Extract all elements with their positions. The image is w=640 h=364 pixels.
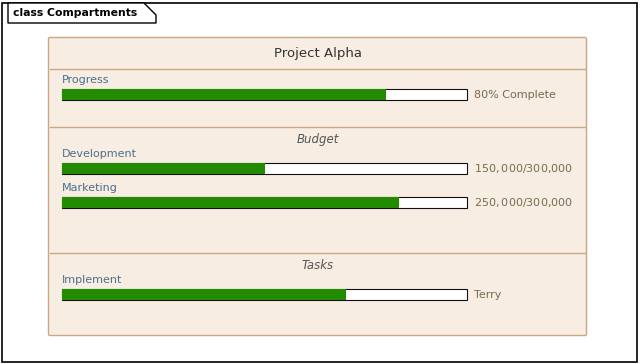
Text: Implement: Implement — [62, 275, 122, 285]
Text: Budget: Budget — [296, 133, 339, 146]
Text: Project Alpha: Project Alpha — [273, 47, 362, 60]
Polygon shape — [8, 3, 156, 23]
Text: Development: Development — [62, 149, 137, 159]
Bar — [62, 197, 399, 208]
Bar — [62, 89, 467, 100]
Bar — [62, 163, 264, 174]
Text: Terry: Terry — [474, 290, 501, 300]
Text: Progress: Progress — [62, 75, 109, 85]
Text: $250,000 / $300,000: $250,000 / $300,000 — [474, 196, 573, 209]
Text: 80% Complete: 80% Complete — [474, 90, 556, 99]
Text: Marketing: Marketing — [62, 183, 118, 193]
Text: class Compartments: class Compartments — [13, 8, 137, 17]
Bar — [62, 163, 467, 174]
Bar — [62, 289, 346, 300]
FancyBboxPatch shape — [49, 37, 586, 336]
Text: Tasks: Tasks — [301, 259, 333, 272]
Bar — [62, 89, 386, 100]
Text: $150,000 / $300,000: $150,000 / $300,000 — [474, 162, 573, 175]
Bar — [62, 197, 467, 208]
Bar — [62, 289, 467, 300]
